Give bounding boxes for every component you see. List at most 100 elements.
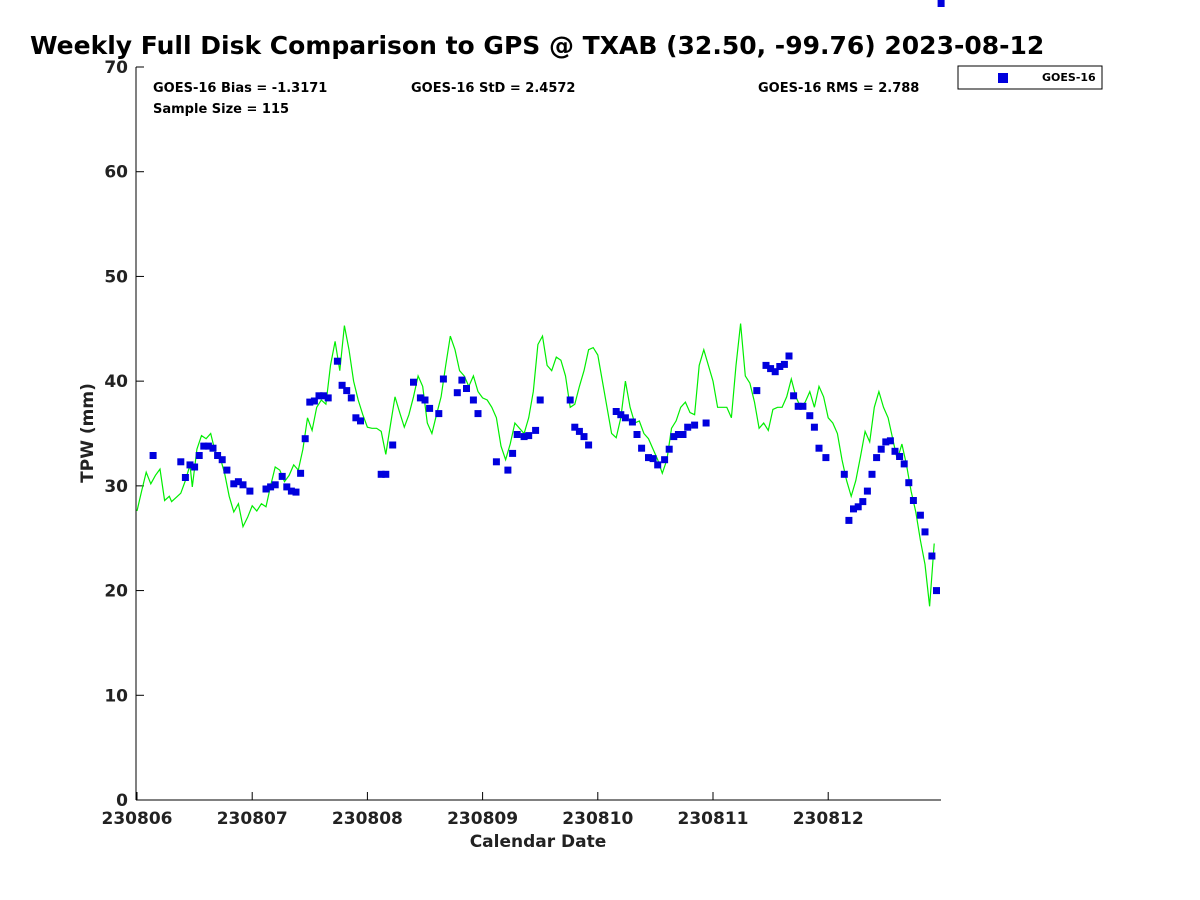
plot-axes: 0 10 20 30 40 50 60 70 230806 230807 230808 230809 2… bbox=[102, 58, 941, 829]
goes16-point bbox=[767, 365, 775, 373]
goes16-point bbox=[509, 449, 517, 457]
goes16-point bbox=[382, 470, 390, 478]
goes16-point bbox=[937, 0, 945, 7]
x-tick-label: 230812 bbox=[793, 809, 864, 829]
goes16-point bbox=[900, 460, 908, 468]
goes16-point bbox=[873, 454, 881, 462]
goes16-point bbox=[928, 552, 936, 560]
goes16-point bbox=[492, 458, 500, 466]
gps-series bbox=[136, 323, 935, 607]
goes16-point bbox=[536, 396, 544, 404]
goes16-point bbox=[421, 396, 429, 404]
x-tick-label: 230807 bbox=[217, 809, 288, 829]
goes16-point bbox=[426, 404, 434, 412]
goes16-point bbox=[474, 410, 482, 418]
goes16-point bbox=[520, 433, 528, 441]
goes16-point bbox=[306, 398, 314, 406]
goes16-point bbox=[815, 444, 823, 452]
goes16-point bbox=[580, 433, 588, 441]
x-tick-label: 230806 bbox=[102, 809, 173, 829]
std-stat: GOES-16 StD = 2.4572 bbox=[411, 81, 575, 96]
goes16-point bbox=[868, 470, 876, 478]
goes16-point bbox=[301, 435, 309, 443]
goes16-point bbox=[271, 481, 279, 489]
legend-label: GOES-16 bbox=[1042, 71, 1096, 84]
goes16-point bbox=[347, 394, 355, 402]
y-tick-label: 0 bbox=[116, 791, 128, 811]
y-tick-label: 30 bbox=[104, 477, 128, 497]
goes16-point bbox=[780, 360, 788, 368]
goes16-point bbox=[333, 357, 341, 365]
goes16-point bbox=[435, 410, 443, 418]
y-tick-label: 20 bbox=[104, 582, 128, 602]
goes16-point bbox=[204, 442, 212, 450]
goes16-point bbox=[504, 466, 512, 474]
goes16-point bbox=[905, 479, 913, 487]
goes16-point bbox=[571, 423, 579, 431]
goes16-point bbox=[665, 445, 673, 453]
goes16-point bbox=[810, 423, 818, 431]
goes16-point bbox=[532, 426, 540, 434]
goes16-point bbox=[287, 487, 295, 495]
x-axis-label: Calendar Date bbox=[470, 832, 607, 852]
sample-size-stat: Sample Size = 115 bbox=[153, 102, 289, 117]
goes16-point bbox=[453, 389, 461, 397]
goes16-point bbox=[214, 452, 222, 459]
goes16-point bbox=[324, 394, 332, 402]
goes16-point bbox=[661, 456, 669, 464]
goes16-point bbox=[267, 483, 275, 491]
y-tick-label: 10 bbox=[104, 686, 128, 706]
goes16-point bbox=[209, 444, 217, 452]
goes16-point bbox=[416, 394, 424, 402]
goes16-point bbox=[297, 469, 305, 477]
goes16-point bbox=[352, 414, 360, 422]
goes16-point bbox=[674, 431, 682, 438]
goes16-point bbox=[691, 421, 699, 429]
bias-stat: GOES-16 Bias = -1.3171 bbox=[153, 81, 327, 96]
goes16-point bbox=[916, 511, 924, 519]
goes16-point bbox=[177, 458, 185, 466]
goes16-point bbox=[262, 485, 270, 493]
goes16-point bbox=[854, 503, 862, 511]
goes16-point bbox=[649, 455, 657, 463]
goes16-point bbox=[633, 431, 641, 438]
goes16-point bbox=[191, 463, 199, 471]
goes16-point bbox=[850, 505, 857, 513]
goes16-point bbox=[513, 431, 521, 438]
goes16-point bbox=[246, 487, 254, 495]
goes16-point bbox=[389, 441, 397, 449]
legend: GOES-16 bbox=[957, 65, 1103, 90]
y-tick-label: 70 bbox=[104, 58, 128, 78]
goes16-point bbox=[239, 481, 247, 489]
goes16-point bbox=[463, 385, 470, 392]
y-axis-label: TPW (mm) bbox=[78, 383, 98, 483]
goes16-point bbox=[585, 441, 593, 449]
goes16-point bbox=[343, 387, 351, 395]
goes16-series bbox=[149, 0, 945, 595]
goes16-point bbox=[278, 472, 286, 480]
goes16-point bbox=[702, 419, 710, 427]
goes16-point bbox=[566, 396, 574, 404]
goes16-point bbox=[896, 453, 904, 460]
goes16-point bbox=[845, 516, 853, 524]
goes16-point bbox=[679, 431, 687, 438]
goes16-point bbox=[338, 381, 346, 389]
goes16-point bbox=[292, 488, 300, 496]
goes16-point bbox=[320, 392, 328, 400]
goes16-point bbox=[863, 487, 871, 495]
goes16-point bbox=[909, 497, 917, 504]
x-tick-label: 230810 bbox=[562, 809, 633, 829]
goes16-point bbox=[223, 466, 231, 474]
goes16-point bbox=[181, 474, 189, 481]
goes16-point bbox=[762, 361, 770, 369]
goes16-point bbox=[200, 442, 208, 450]
goes16-point bbox=[575, 427, 583, 435]
goes16-point bbox=[771, 368, 779, 376]
goes16-point bbox=[933, 587, 940, 595]
y-tick-label: 40 bbox=[104, 372, 128, 392]
goes16-point bbox=[753, 387, 761, 395]
goes16-point bbox=[377, 470, 385, 478]
goes16-point bbox=[621, 414, 629, 422]
goes16-point bbox=[234, 478, 242, 486]
